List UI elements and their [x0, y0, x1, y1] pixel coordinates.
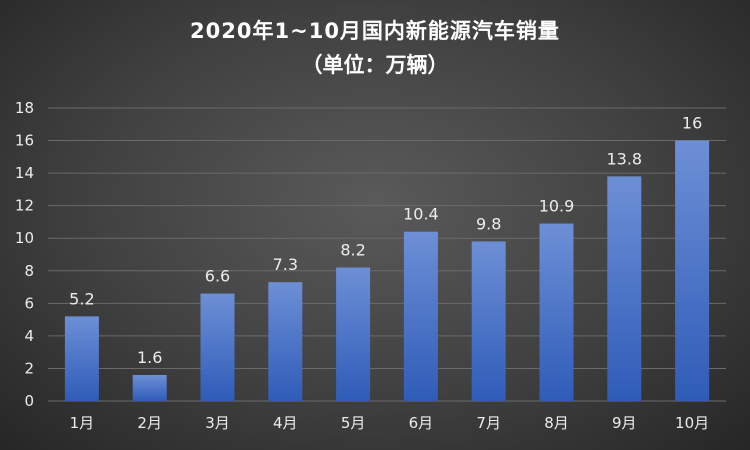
- bar: [336, 267, 371, 401]
- bar: [539, 223, 574, 401]
- x-axis: 1月 2月 3月 4月 5月 6月 7月 8月 9月 10月: [70, 414, 710, 432]
- bar: [675, 140, 710, 402]
- x-tick-label: 4月: [273, 414, 298, 432]
- y-tick-label: 6: [24, 294, 34, 312]
- data-label: 1.6: [137, 348, 162, 367]
- x-tick-label: 5月: [341, 414, 366, 432]
- y-tick-label: 10: [15, 229, 34, 247]
- chart-title: 2020年1~10月国内新能源汽车销量: [190, 19, 560, 43]
- x-tick-label: 1月: [70, 414, 95, 432]
- y-tick-label: 16: [15, 132, 34, 150]
- data-label: 10.4: [403, 205, 439, 224]
- data-label: 6.6: [205, 267, 230, 286]
- x-tick-label: 2月: [137, 414, 162, 432]
- data-labels: 5.2 1.6 6.6 7.3 8.2 10.4 9.8 10.9 13.8 16: [69, 114, 702, 367]
- x-tick-label: 6月: [409, 414, 434, 432]
- x-tick-label: 3月: [205, 414, 230, 432]
- y-axis: 0 2 4 6 8 10 12 14 16 18: [15, 99, 34, 410]
- data-label: 13.8: [606, 149, 642, 168]
- data-label: 9.8: [476, 214, 501, 233]
- data-label: 10.9: [539, 197, 575, 216]
- bar: [607, 176, 642, 401]
- x-tick-label: 10月: [675, 414, 709, 432]
- bars: [64, 140, 710, 402]
- bar: [200, 293, 235, 401]
- y-tick-label: 4: [24, 327, 34, 345]
- x-tick-label: 8月: [544, 414, 569, 432]
- bar: [132, 374, 167, 401]
- data-label: 5.2: [69, 289, 94, 308]
- y-tick-label: 2: [24, 359, 34, 377]
- data-label: 16: [682, 114, 702, 133]
- bar: [403, 231, 438, 401]
- x-tick-label: 7月: [476, 414, 501, 432]
- y-tick-label: 14: [15, 164, 34, 182]
- bar: [268, 282, 303, 401]
- data-label: 8.2: [340, 241, 365, 260]
- y-tick-label: 12: [15, 197, 34, 215]
- bar: [64, 316, 99, 401]
- y-tick-label: 8: [24, 262, 34, 280]
- bar: [471, 241, 506, 401]
- y-tick-label: 0: [24, 392, 34, 410]
- data-label: 7.3: [273, 255, 298, 274]
- chart-subtitle: （单位：万辆）: [301, 53, 449, 77]
- x-tick-label: 9月: [612, 414, 637, 432]
- y-tick-label: 18: [15, 99, 34, 117]
